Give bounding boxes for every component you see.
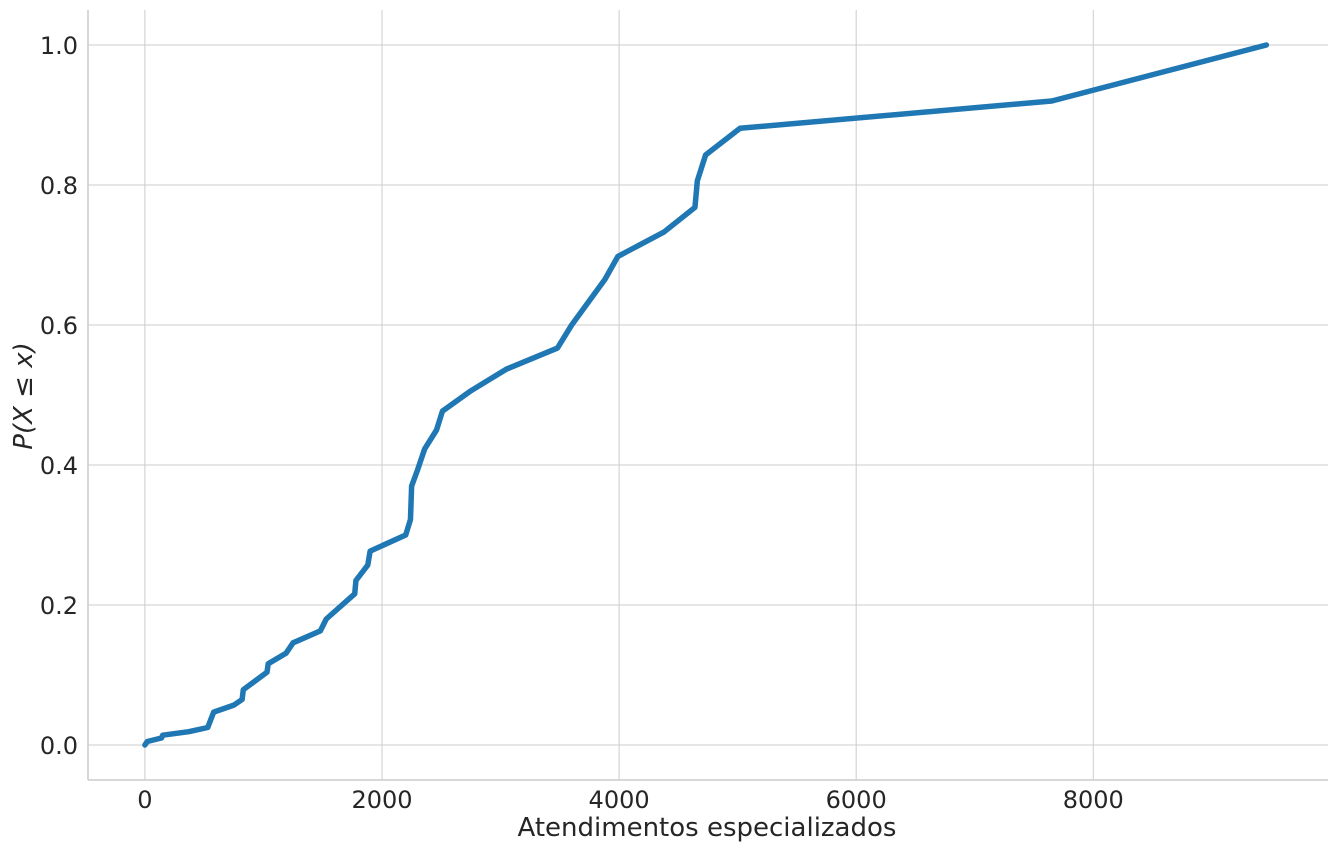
x-tick-label: 6000 bbox=[826, 786, 887, 814]
y-tick-label: 1.0 bbox=[40, 32, 78, 60]
y-tick-labels: 0.0 0.2 0.4 0.6 0.8 1.0 bbox=[40, 32, 78, 760]
y-tick-label: 0.6 bbox=[40, 312, 78, 340]
y-axis-label: P(X ≤ x) bbox=[9, 342, 39, 449]
data-series bbox=[142, 42, 1270, 748]
x-tick-label: 2000 bbox=[351, 786, 412, 814]
x-tick-label: 0 bbox=[137, 786, 152, 814]
x-tick-label: 8000 bbox=[1063, 786, 1124, 814]
y-tick-label: 0.0 bbox=[40, 732, 78, 760]
x-axis-label: Atendimentos especializados bbox=[518, 813, 897, 843]
axis-spines bbox=[87, 10, 1328, 781]
y-tick-label: 0.2 bbox=[40, 592, 78, 620]
x-tick-label: 4000 bbox=[589, 786, 650, 814]
x-tick-labels: 0 2000 4000 6000 8000 bbox=[137, 786, 1124, 814]
ecdf-line bbox=[142, 42, 1270, 748]
grid-lines bbox=[88, 10, 1328, 780]
y-tick-label: 0.8 bbox=[40, 172, 78, 200]
y-tick-label: 0.4 bbox=[40, 452, 78, 480]
